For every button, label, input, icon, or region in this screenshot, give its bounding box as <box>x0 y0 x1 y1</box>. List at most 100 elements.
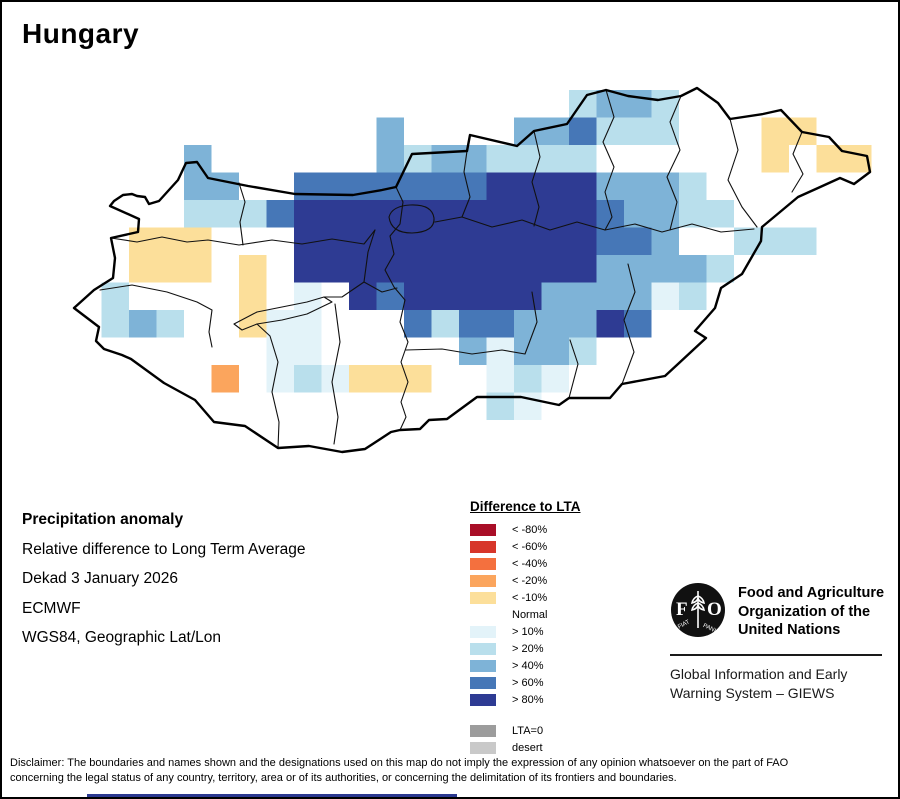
legend-label: > 80% <box>512 693 544 706</box>
raster-cell <box>156 310 184 338</box>
info-projection: WGS84, Geographic Lat/Lon <box>22 629 222 646</box>
raster-cell <box>294 255 322 283</box>
disclaimer-line-1: Disclaimer: The boundaries and names sho… <box>10 757 789 769</box>
raster-cell <box>184 145 212 173</box>
raster-cell <box>266 337 294 365</box>
legend-swatch <box>470 676 496 689</box>
legend-entry: > 80% <box>470 691 581 708</box>
raster-cell <box>541 145 569 173</box>
raster-cell <box>596 200 624 228</box>
raster-cell <box>129 310 157 338</box>
raster-cell <box>294 200 322 228</box>
raster-cell <box>624 117 652 145</box>
raster-cell <box>459 282 487 310</box>
raster-cell <box>404 145 432 173</box>
bottom-partial-bar <box>87 794 457 797</box>
raster-cell <box>156 227 184 255</box>
raster-cell <box>376 145 404 173</box>
raster-cell <box>569 145 597 173</box>
raster-cell <box>211 200 239 228</box>
info-heading: Precipitation anomaly <box>22 511 184 528</box>
legend-entry: < -10% <box>470 589 581 606</box>
raster-cell <box>239 200 267 228</box>
raster-cell <box>514 255 542 283</box>
raster-cell <box>129 255 157 283</box>
raster-cell <box>679 282 707 310</box>
legend-entry: > 40% <box>470 657 581 674</box>
legend-swatch <box>470 724 496 737</box>
raster-cell <box>761 145 789 173</box>
raster-cell <box>431 200 459 228</box>
raster-cell <box>431 310 459 338</box>
raster-cell <box>404 282 432 310</box>
raster-cell <box>431 145 459 173</box>
legend-entry: < -80% <box>470 521 581 538</box>
legend-label: < -80% <box>512 523 548 536</box>
raster-cell <box>486 365 514 393</box>
raster-cell <box>294 337 322 365</box>
raster-cell <box>294 282 322 310</box>
raster-cell <box>239 255 267 283</box>
disclaimer-line-2: concerning the legal status of any count… <box>10 772 677 784</box>
legend-entry: > 60% <box>470 674 581 691</box>
raster-cell <box>651 90 679 118</box>
fao-block: F O FIAT PANIS Food and Agriculture Organ… <box>670 582 888 703</box>
raster-cell <box>541 227 569 255</box>
legend-label: Normal <box>512 608 548 621</box>
legend-swatch <box>470 591 496 604</box>
raster-cell <box>541 172 569 200</box>
raster-cell <box>431 282 459 310</box>
raster-cell <box>266 365 294 393</box>
raster-cell <box>431 227 459 255</box>
raster-cell <box>459 172 487 200</box>
svg-text:FIAT: FIAT <box>677 619 691 630</box>
legend: Difference to LTA < -80% < -60% < -40% < -2… <box>470 499 581 756</box>
raster-cell <box>624 227 652 255</box>
raster-cell <box>569 117 597 145</box>
raster-cell <box>321 200 349 228</box>
raster-cell <box>596 227 624 255</box>
raster-cell <box>404 227 432 255</box>
svg-text:O: O <box>707 599 722 620</box>
raster-cell <box>679 200 707 228</box>
legend-label: < -10% <box>512 591 548 604</box>
raster-cell <box>431 172 459 200</box>
giews-label: Global Information and Early Warning Syst… <box>670 665 888 703</box>
legend-swatch <box>470 741 496 754</box>
raster-cell <box>239 282 267 310</box>
raster-cell <box>349 227 377 255</box>
info-subtitle: Relative difference to Long Term Average <box>22 540 306 558</box>
legend-label: > 10% <box>512 625 544 638</box>
raster-cell <box>651 255 679 283</box>
legend-label: LTA=0 <box>512 724 544 737</box>
legend-entry: > 20% <box>470 640 581 657</box>
raster-cell <box>294 310 322 338</box>
raster-cell <box>459 227 487 255</box>
raster-cell <box>569 282 597 310</box>
legend-label: > 60% <box>512 676 544 689</box>
raster-cell <box>404 365 432 393</box>
raster-cell <box>624 282 652 310</box>
raster-cell <box>541 117 569 145</box>
legend-extra-entries: LTA=0 desert <box>470 722 581 756</box>
fao-logo-icon: F O FIAT PANIS <box>671 583 725 637</box>
raster-cell <box>431 255 459 283</box>
raster-cell <box>541 337 569 365</box>
raster-cell <box>486 255 514 283</box>
fao-separator-line <box>670 653 882 656</box>
disclaimer-text: Disclaimer: The boundaries and names sho… <box>10 756 896 786</box>
raster-cell <box>569 310 597 338</box>
raster-cell <box>569 337 597 365</box>
raster-cell <box>404 255 432 283</box>
raster-cell <box>624 90 652 118</box>
map-info-block: Precipitation anomaly Relative differenc… <box>22 505 306 653</box>
raster-cell <box>514 365 542 393</box>
raster-cell <box>211 172 239 200</box>
raster-cell <box>706 200 734 228</box>
giews-line: Global Information and Early <box>670 665 848 682</box>
raster-cell <box>624 200 652 228</box>
legend-swatch <box>470 659 496 672</box>
raster-cell <box>486 282 514 310</box>
raster-cell <box>761 227 789 255</box>
raster-cell <box>349 365 377 393</box>
